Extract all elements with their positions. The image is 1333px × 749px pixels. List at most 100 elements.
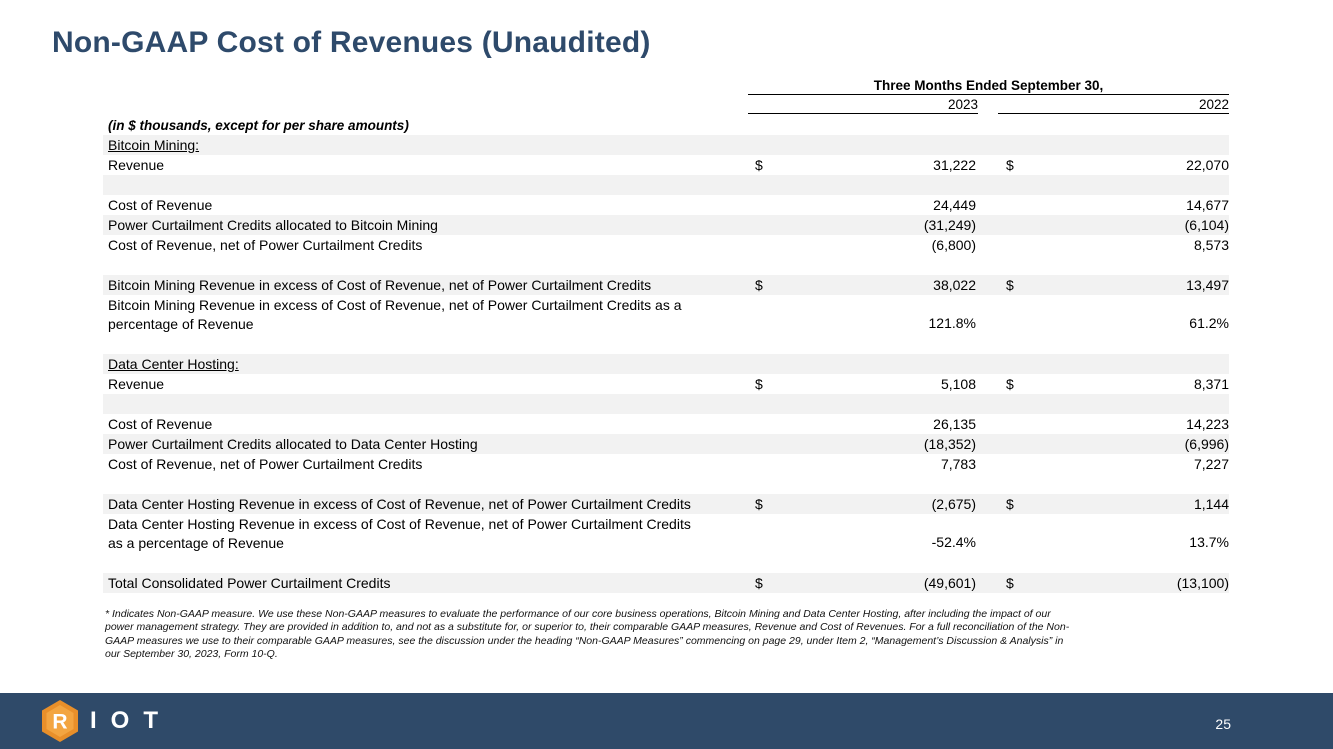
section-header-row: Bitcoin Mining: (103, 135, 1229, 155)
dollar-sign-2022: $ (1006, 496, 1014, 512)
row-label: Power Curtailment Credits allocated to B… (108, 217, 438, 233)
dollar-sign-2023: $ (755, 575, 763, 591)
value-2023: (49,601) (923, 575, 976, 591)
dollar-sign-2022: $ (1006, 157, 1014, 173)
row-label: Cost of Revenue, net of Power Curtailmen… (108, 237, 422, 253)
value-2023: 38,022 (933, 277, 976, 293)
row-label-text: Cost of Revenue, net of Power Curtailmen… (108, 237, 423, 253)
row-label-text: Power Curtailment Credits allocated to D… (108, 436, 478, 452)
dollar-sign-2022: $ (1006, 575, 1014, 591)
footnote-line: GAAP measures we use to their comparable… (105, 634, 1064, 647)
year-2023-header: 2023 (748, 97, 978, 114)
value-2023: (6,800) (931, 237, 976, 253)
value-2022: (13,100) (1176, 575, 1229, 591)
row-label: Cost of Revenue (108, 416, 212, 432)
footnote-line: our September 30, 2023, Form 10-Q. (105, 648, 278, 661)
value-2022: 8,573 (1193, 237, 1229, 253)
logo-text: IOT (90, 707, 172, 734)
value-2023: 7,783 (940, 456, 976, 472)
table-row: Revenue $31,222 $22,070 (103, 155, 1229, 175)
row-label: Power Curtailment Credits allocated to D… (108, 436, 478, 452)
value-2023: 121.8% (928, 315, 976, 331)
dollar-sign-2023: $ (755, 157, 763, 173)
dollar-sign-2023: $ (755, 496, 763, 512)
spacer-row (103, 474, 1229, 494)
row-label-text: Power Curtailment Credits allocated to B… (108, 217, 438, 233)
financial-table: Bitcoin Mining: Revenue $31,222 $22,070 Cost… (103, 135, 1229, 593)
section-header-row: Data Center Hosting: (103, 354, 1229, 374)
value-2022: (6,996) (1184, 436, 1229, 452)
value-2023: (2,675) (931, 496, 976, 512)
riot-hexagon-icon: R (42, 700, 78, 742)
row-label: Total Consolidated Power Curtailment Cre… (108, 575, 390, 591)
section-label: Data Center Hosting: (108, 356, 239, 372)
value-2022: 61.2% (1189, 315, 1229, 331)
row-label-line: as a percentage of Revenue (108, 535, 284, 551)
table-row: Data Center Hosting Revenue in excess of… (103, 514, 1229, 553)
row-label-text: Revenue (108, 157, 165, 173)
value-2022: 14,223 (1186, 416, 1229, 432)
section-label: Bitcoin Mining: (108, 137, 199, 153)
row-label-line: Data Center Hosting Revenue in excess of… (108, 516, 691, 532)
value-2023: 5,108 (940, 376, 976, 392)
page-number: 25 (1215, 716, 1231, 732)
row-label-line: Bitcoin Mining Revenue in excess of Cost… (108, 297, 682, 313)
footnote-line: power management strategy. They are prov… (105, 621, 1070, 634)
year-2022-header: 2022 (998, 97, 1229, 114)
logo-letter: R (52, 711, 67, 734)
row-label: Revenue (108, 157, 164, 173)
value-2023: 31,222 (933, 157, 976, 173)
row-label-text: Cost of Revenue (108, 197, 213, 213)
value-2022: (6,104) (1184, 217, 1229, 233)
period-header: Three Months Ended September 30, (748, 78, 1229, 95)
value-2022: 7,227 (1193, 456, 1229, 472)
spacer-row (103, 394, 1229, 414)
table-row: Total Consolidated Power Curtailment Cre… (103, 573, 1229, 593)
table-row: Cost of Revenue, net of Power Curtailmen… (103, 454, 1229, 474)
row-label: Bitcoin Mining Revenue in excess of Cost… (108, 296, 682, 334)
row-label-text: Bitcoin Mining Revenue in excess of Cost… (108, 277, 652, 293)
row-label-text: Cost of Revenue, net of Power Curtailmen… (108, 456, 423, 472)
row-label: Cost of Revenue (108, 197, 212, 213)
row-label-text: Cost of Revenue (108, 416, 213, 432)
value-2023: (18,352) (923, 436, 976, 452)
footnote: * Indicates Non-GAAP measure. We use the… (105, 608, 1255, 662)
dollar-sign-2023: $ (755, 376, 763, 392)
row-label-line: percentage of Revenue (108, 316, 254, 332)
table-row: Cost of Revenue 24,449 14,677 (103, 195, 1229, 215)
units-note: (in $ thousands, except for per share am… (108, 118, 409, 133)
spacer-row (103, 255, 1229, 275)
value-2022: 14,677 (1186, 197, 1229, 213)
value-2022: 13,497 (1186, 277, 1229, 293)
row-label-text: Data Center Hosting Revenue in excess of… (108, 496, 691, 512)
row-label-text: Total Consolidated Power Curtailment Cre… (108, 575, 391, 591)
value-2022: 13.7% (1189, 534, 1229, 550)
row-label: Revenue (108, 376, 164, 392)
table-row: Data Center Hosting Revenue in excess of… (103, 494, 1229, 514)
footnote-line: * Indicates Non-GAAP measure. We use the… (105, 608, 1051, 620)
spacer-row (103, 553, 1229, 573)
row-label-text: Data Center Hosting: (108, 356, 239, 372)
footer-bar: R IOT 25 (0, 693, 1333, 749)
value-2022: 1,144 (1193, 496, 1229, 512)
table-row: Power Curtailment Credits allocated to B… (103, 215, 1229, 235)
page-title: Non-GAAP Cost of Revenues (Unaudited) (52, 26, 651, 59)
table-row: Power Curtailment Credits allocated to D… (103, 434, 1229, 454)
spacer-row (103, 334, 1229, 354)
dollar-sign-2023: $ (755, 277, 763, 293)
value-2023: -52.4% (931, 534, 976, 550)
row-label: Cost of Revenue, net of Power Curtailmen… (108, 456, 422, 472)
table-row: Bitcoin Mining Revenue in excess of Cost… (103, 275, 1229, 295)
row-label: Bitcoin Mining Revenue in excess of Cost… (108, 277, 651, 293)
dollar-sign-2022: $ (1006, 277, 1014, 293)
value-2022: 22,070 (1186, 157, 1229, 173)
row-label-text: Revenue (108, 376, 165, 392)
row-label-text: Bitcoin Mining: (108, 137, 200, 153)
table-row: Revenue $5,108 $8,371 (103, 374, 1229, 394)
table-row: Cost of Revenue, net of Power Curtailmen… (103, 235, 1229, 255)
table-row: Cost of Revenue 26,135 14,223 (103, 414, 1229, 434)
value-2022: 8,371 (1193, 376, 1229, 392)
row-label: Data Center Hosting Revenue in excess of… (108, 515, 691, 553)
value-2023: 26,135 (933, 416, 976, 432)
spacer-row (103, 175, 1229, 195)
